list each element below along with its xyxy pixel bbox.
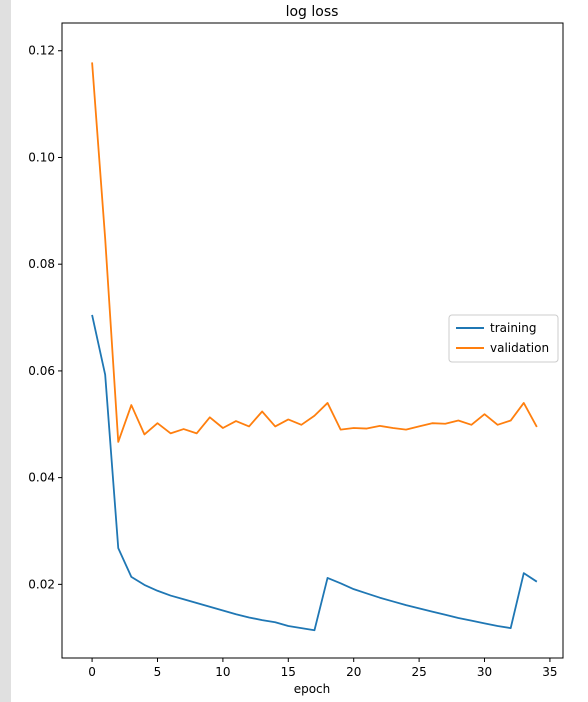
legend: training validation xyxy=(448,314,559,363)
x-tick-label: 35 xyxy=(542,665,557,679)
side-strip xyxy=(0,0,11,702)
chart-title: log loss xyxy=(286,4,339,20)
y-tick-label: 0.12 xyxy=(28,44,55,58)
y-tick-label: 0.10 xyxy=(28,150,55,164)
x-tick-label: 5 xyxy=(154,665,162,679)
legend-box xyxy=(448,314,559,363)
x-tick-label: 15 xyxy=(281,665,296,679)
series-lines xyxy=(91,62,538,632)
series-line-validation xyxy=(91,62,538,443)
x-tick-label: 0 xyxy=(88,665,96,679)
x-axis: 0 5 10 15 20 25 30 35 xyxy=(88,658,558,679)
y-tick-label: 0.04 xyxy=(28,471,55,485)
x-tick-label: 20 xyxy=(346,665,361,679)
x-tick-label: 10 xyxy=(215,665,230,679)
x-tick-label: 30 xyxy=(477,665,492,679)
legend-entry-training: training xyxy=(490,321,537,335)
x-tick-label: 25 xyxy=(411,665,426,679)
y-axis: 0.02 0.04 0.06 0.08 0.10 0.12 xyxy=(28,44,62,591)
legend-entry-validation: validation xyxy=(490,341,549,355)
y-tick-label: 0.08 xyxy=(28,257,55,271)
series-line-training xyxy=(91,314,538,632)
y-tick-label: 0.06 xyxy=(28,364,55,378)
y-tick-label: 0.02 xyxy=(28,577,55,591)
x-axis-label: epoch xyxy=(294,682,331,696)
